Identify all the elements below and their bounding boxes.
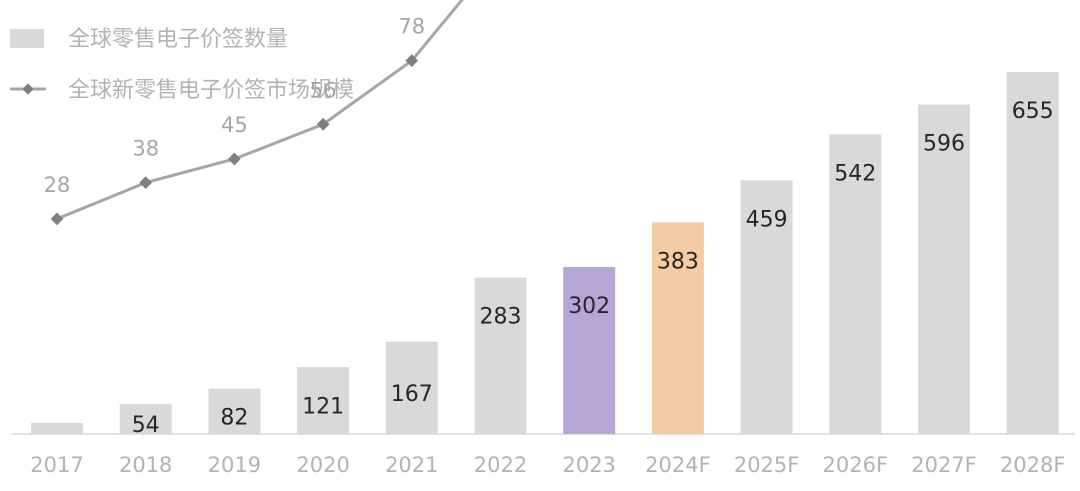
legend: 全球零售电子价签数量 全球新零售电子价签市场规模 [10,27,354,103]
line-marker-2019 [228,152,241,166]
bar-2019 [208,388,261,434]
bars [31,72,1059,434]
bar-value-label: 167 [391,382,433,407]
x-ticks: 2017 2018 2019 2020 2021 2022 2023 2024F 2025F 20… [30,453,1065,477]
x-tick-label: 2020 [296,453,349,477]
bar-2017 [31,422,83,434]
bar-value-label: 54 [132,413,160,438]
line-labels: 2838455678120169212253294321349 [44,15,426,197]
line-marker-2017 [50,212,64,226]
line-value-label: 38 [132,137,159,161]
x-tick-label: 2017 [30,453,83,477]
line-marker-2021 [405,54,419,67]
x-tick-label: 2021 [385,453,438,477]
legend-line-label: 全球新零售电子价签市场规模 [68,78,354,103]
x-tick-label: 2028F [1000,453,1066,477]
bar-value-label: 383 [657,249,699,274]
x-tick-label: 2027F [911,453,977,477]
bar-2022 [474,277,527,434]
line-value-label: 78 [398,15,425,39]
line-value-label: 56 [310,78,337,102]
bar-value-label: 82 [220,405,248,430]
x-tick-label: 2024F [645,453,711,477]
line-value-label: 28 [44,173,71,197]
bar-2020 [297,367,350,434]
bar-value-label: 655 [1012,99,1054,124]
bar-value-label: 459 [746,207,788,232]
line-value-label: 45 [221,113,248,137]
x-tick-label: 2026F [823,453,889,477]
legend-bar-swatch [10,29,44,48]
bar-labels: 54 82 121 167 283 302 383 459 542 596 655 [132,99,1054,438]
x-tick-label: 2018 [119,453,172,477]
line-marker-2018 [139,176,153,189]
bar-2024F [651,222,704,434]
bar-2025F [740,180,793,434]
bar-value-label: 121 [302,395,344,420]
legend-line-marker [22,83,34,95]
x-tick-label: 2022 [474,453,527,477]
bar-value-label: 283 [480,305,522,330]
bar-value-label: 596 [923,132,965,157]
legend-bar-label: 全球零售电子价签数量 [68,27,288,52]
bar-2026F [829,134,882,434]
bar-value-label: 302 [568,294,610,319]
bar-2023 [563,267,616,434]
bar-value-label: 542 [834,161,876,186]
bar-2028F [1006,72,1059,434]
x-tick-label: 2025F [734,453,800,477]
bar-2018 [119,404,172,434]
line-markers [50,54,419,226]
bar-2027F [918,104,970,434]
bar-2021 [385,341,438,434]
x-tick-label: 2019 [208,453,261,477]
line-series-path [56,0,464,221]
x-tick-label: 2023 [562,453,615,477]
